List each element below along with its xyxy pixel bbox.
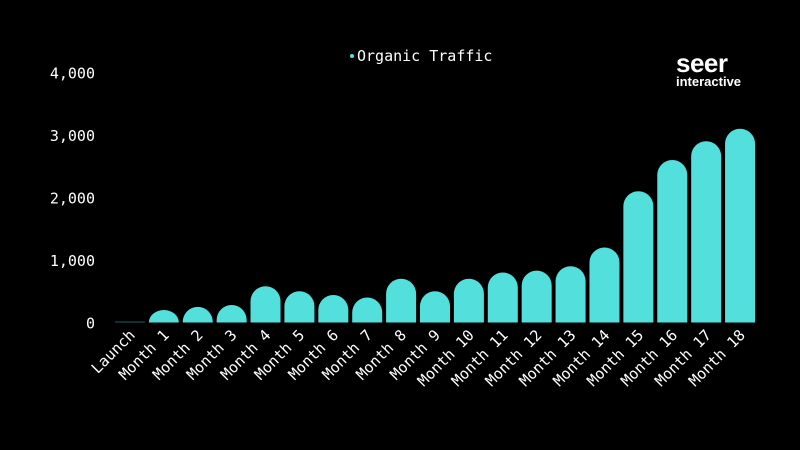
bar	[487, 272, 518, 323]
bar	[589, 247, 620, 323]
logo-line2: interactive	[676, 74, 742, 89]
bar	[657, 160, 688, 323]
bar	[352, 297, 383, 323]
y-tick-label: 1,000	[50, 252, 95, 270]
bar	[216, 305, 247, 323]
legend-marker	[350, 54, 354, 58]
logo-line1: seer	[676, 48, 728, 78]
bar	[521, 270, 552, 323]
y-tick-label: 2,000	[50, 190, 95, 208]
y-tick-label: 0	[86, 315, 95, 333]
bar	[318, 295, 349, 323]
bar	[623, 191, 654, 323]
y-tick-label: 4,000	[50, 65, 95, 83]
bar	[453, 278, 484, 323]
bar	[250, 286, 281, 323]
bar	[148, 310, 179, 323]
bar	[114, 321, 145, 323]
bar	[182, 306, 213, 323]
bar	[386, 278, 417, 323]
bar	[691, 141, 722, 323]
bar	[420, 291, 450, 323]
legend-label: Organic Traffic	[357, 47, 492, 65]
bar	[284, 291, 315, 323]
bar	[725, 128, 756, 323]
seer-interactive-logo: seer interactive	[676, 50, 741, 88]
bar	[555, 266, 586, 323]
y-tick-label: 3,000	[50, 127, 95, 145]
